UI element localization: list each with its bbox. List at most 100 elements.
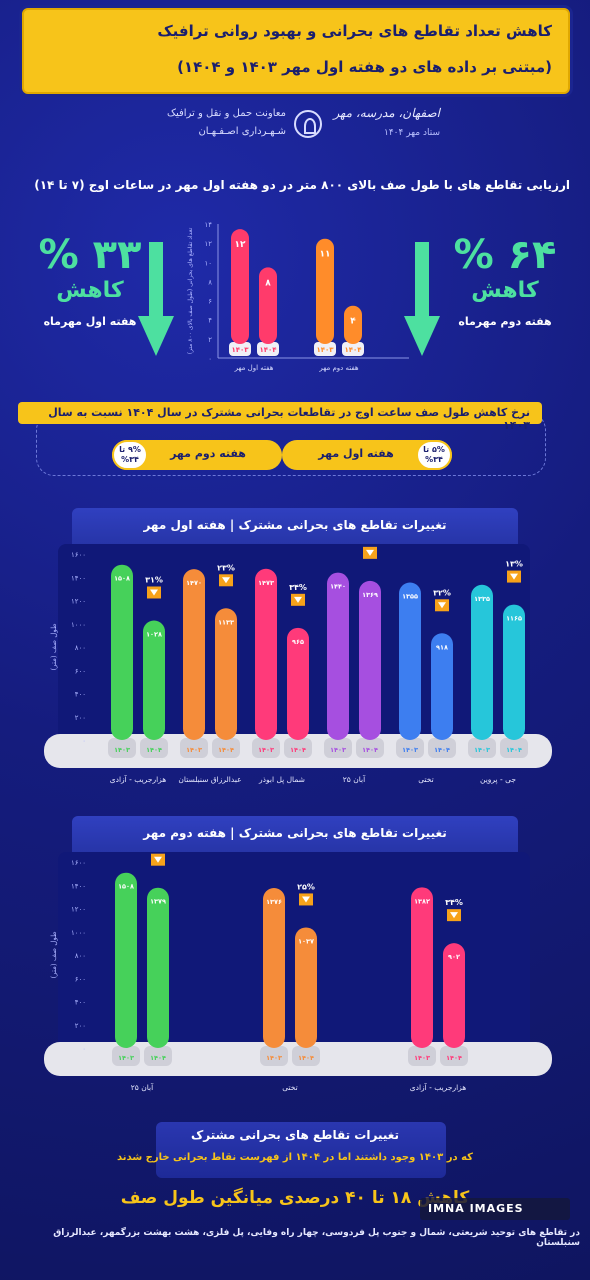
pct-label: ۲۵% (297, 882, 315, 891)
bar (431, 633, 453, 740)
week2-rate-value: ۹% تا ۳۴% (112, 440, 148, 470)
y-tick-label: ۶۰۰ (75, 667, 86, 675)
bar-socket (212, 738, 240, 758)
bar (503, 604, 525, 740)
bar-socket (324, 738, 352, 758)
week1-chart-title: تغییرات تقاطع های بحرانی مشترک | هفته او… (143, 518, 447, 532)
bar-base (229, 342, 251, 356)
bar-value-label: ۱۳۵۵ (402, 592, 418, 600)
bar-socket (140, 738, 168, 758)
group-label: شمال پل ابوذر (258, 775, 305, 784)
bar (259, 267, 277, 344)
bar-socket (144, 1046, 172, 1066)
rate-banner: نرخ کاهش طول صف ساعت اوج در تقاطعات بحرا… (18, 402, 542, 432)
section1-subtitle: ارزیابی تقاطع های با طول صف بالای ۸۰۰ مت… (34, 178, 570, 192)
org-city: شـهـرداری اصـفـهـان (198, 126, 286, 137)
week1-reduce-word: کاهش (56, 278, 124, 303)
week1-rate-pill: هفته اول مهر ۵% تا ۳۴% (282, 440, 452, 470)
bar-value-label: ۱۳۷۹ (150, 898, 166, 906)
week1-reduction-stat: ۳۳ % کاهش هفته اول مهرماه (30, 232, 150, 328)
bar (115, 872, 137, 1048)
y-tick-label: ۴ (208, 317, 212, 325)
y-tick-label: ۶ (208, 298, 212, 306)
rate-banner-text: نرخ کاهش طول صف ساعت اوج در تقاطعات بحرا… (48, 406, 530, 432)
group-label: هفته اول مهر (234, 364, 274, 372)
bar-socket (108, 738, 136, 758)
bar-base (257, 342, 279, 356)
brand-subtitle: ستاد مهر ۱۴۰۴ (383, 128, 440, 138)
bar-socket (428, 738, 456, 758)
bar (471, 584, 493, 740)
bar-value-label: ۱۲ (235, 240, 246, 250)
y-tick-label: ۸۰۰ (75, 644, 86, 652)
y-tick-label: ۲۰۰ (75, 714, 86, 722)
y-tick-label: ۱۴ (204, 221, 212, 229)
bar (399, 582, 421, 740)
bar-year-label: ۱۴۰۴ (298, 1054, 314, 1062)
bar-value-label: ۱۰۲۸ (146, 630, 162, 638)
bar-value-label: ۱۵۰۸ (114, 575, 130, 583)
y-tick-label: ۲ (208, 336, 212, 344)
week2-rate-label: هفته دوم مهر (170, 447, 246, 460)
bar-year-label: ۱۴۰۳ (414, 1054, 430, 1062)
bar-value-label: ۴ (350, 317, 356, 327)
bar-socket (260, 1046, 288, 1066)
down-triangle-icon (450, 912, 458, 919)
bar-socket (284, 738, 312, 758)
down-triangle-icon (302, 896, 310, 903)
bar (111, 564, 133, 740)
bar-year-label: ۱۴۰۴ (150, 1054, 166, 1062)
bar-socket (468, 738, 496, 758)
bar-year-label: ۱۴۰۳ (258, 746, 274, 754)
bar-value-label: ۹۱۸ (436, 643, 448, 651)
y-tick-label: ۱۲ (204, 240, 212, 248)
week2-chart-title: تغییرات تقاطع های بحرانی مشترک | هفته دو… (143, 826, 447, 840)
bar (263, 888, 285, 1048)
bar (344, 305, 362, 344)
y-tick-label: ۸۰۰ (75, 952, 86, 960)
week1-pct: ۳۳ % (38, 232, 142, 278)
bar-socket (112, 1046, 140, 1066)
y-tick-label: ۲۰۰ (75, 1022, 86, 1030)
group-label: هفته دوم مهر (318, 364, 359, 372)
bar-value-label: ۸ (265, 278, 271, 288)
pct-label: ۱۳% (505, 560, 523, 569)
bar-value-label: ۱۴۴۰ (330, 583, 346, 591)
week1-rate-value: ۵% تا ۳۴% (416, 440, 452, 470)
y-axis-label: طول صف (متر) (50, 623, 58, 671)
bar (215, 608, 237, 740)
bar (143, 620, 165, 740)
group-label: تختی (418, 775, 433, 784)
y-tick-label: ۱۴۰۰ (71, 882, 86, 890)
bar-year-label: ۱۴۰۴ (146, 746, 162, 754)
bar-year-label: ۱۴۰۳ (114, 746, 130, 754)
bar-socket (252, 738, 280, 758)
y-tick-label: ۸ (208, 278, 212, 286)
bar-year-label: ۱۴۰۳ (118, 1054, 134, 1062)
bar-value-label: ۹۶۵ (292, 638, 304, 646)
pct-label: ۲۳% (217, 563, 235, 572)
y-tick-label: ۰ (208, 355, 212, 363)
bar-base (342, 342, 364, 356)
footer-note: که در ۱۴۰۳ وجود داشتند اما در ۱۴۰۴ از فه… (117, 1152, 473, 1163)
group-label: ۲۵ آبان (343, 774, 366, 784)
bar (147, 887, 169, 1048)
bar-socket (356, 738, 384, 758)
y-tick-label: ۰ (82, 737, 86, 745)
group-label: هزارجریب - آزادی (110, 774, 167, 784)
y-tick-label: ۴۰۰ (75, 999, 86, 1007)
pct-label: ۳۲% (433, 588, 451, 597)
down-triangle-icon (154, 856, 162, 863)
bar-value-label: ۱۳۳۵ (474, 595, 490, 603)
bar-value-label: ۱۴۷۰ (186, 579, 202, 587)
bar (316, 238, 334, 344)
bar-year-label: ۱۴۰۳ (474, 746, 490, 754)
y-axis-label: طول صف (متر) (50, 931, 58, 979)
bar-base (314, 342, 336, 356)
bar-year-label: ۱۴۰۴ (259, 346, 277, 354)
y-tick-label: ۱۶۰۰ (71, 551, 86, 559)
bar-socket (500, 738, 528, 758)
group-label: ۲۵ آبان (131, 1082, 154, 1092)
week2-pct: ۶۴ % (453, 232, 557, 278)
imna-watermark: IMNA IMAGES (420, 1198, 570, 1220)
